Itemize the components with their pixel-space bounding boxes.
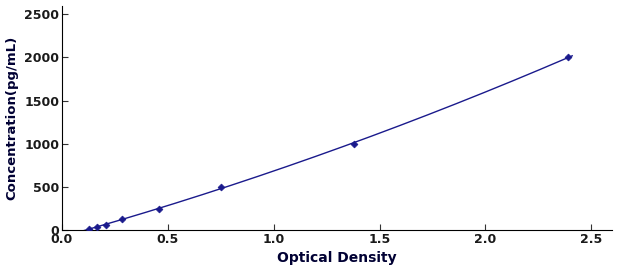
Y-axis label: Concentration(pg/mL): Concentration(pg/mL) bbox=[6, 36, 19, 200]
X-axis label: Optical Density: Optical Density bbox=[277, 251, 397, 265]
